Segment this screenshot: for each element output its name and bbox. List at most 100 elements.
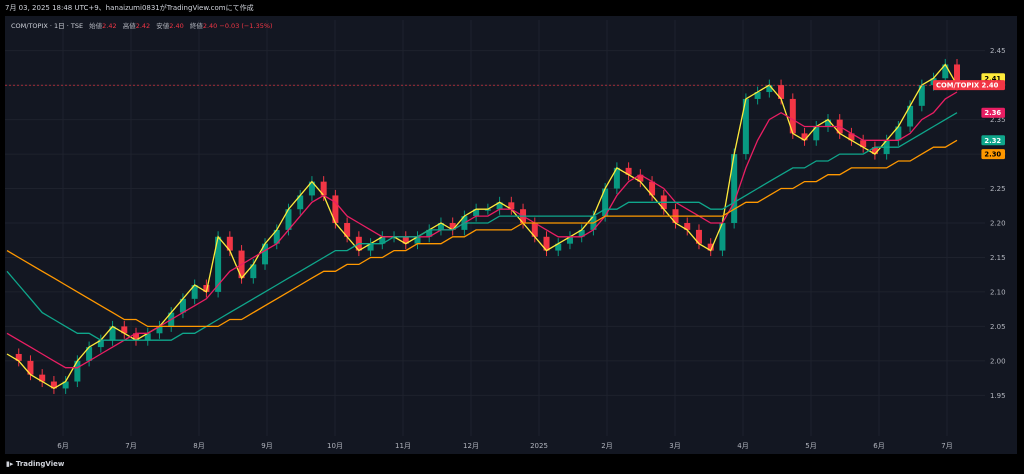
tradingview-logo[interactable]: ▮▸ TradingView <box>6 460 64 468</box>
candle-body <box>473 209 480 217</box>
y-tick-label: 2.05 <box>990 323 1006 331</box>
candle-body <box>332 195 339 223</box>
candle-body <box>156 326 163 334</box>
chart-caption: 7月 03, 2025 18:48 UTC+9、hanaizumi0831がTr… <box>0 0 1024 16</box>
legend-low-value: 2.40 <box>169 22 184 30</box>
candle-body <box>766 85 773 93</box>
candle-body <box>602 188 609 217</box>
x-tick-label: 2月 <box>601 442 612 450</box>
x-tick-label: 12月 <box>463 442 479 450</box>
price-label-text: 2.41 <box>984 75 1001 83</box>
candle-body <box>203 285 210 292</box>
candle-body <box>871 147 878 155</box>
footer-bar: ▮▸ TradingView <box>0 454 1024 474</box>
candle-body <box>496 202 503 210</box>
candle-body <box>684 223 691 230</box>
candle-body <box>308 181 315 196</box>
candle-body <box>531 223 538 237</box>
candle-body <box>649 181 656 196</box>
x-tick-label: 7月 <box>125 442 136 450</box>
y-tick-label: 2.00 <box>990 357 1006 365</box>
candle-body <box>250 264 257 279</box>
candle-body <box>813 126 820 141</box>
legend-high-value: 2.42 <box>135 22 151 30</box>
candle-body <box>918 85 925 106</box>
candle-body <box>74 360 81 382</box>
candle-body <box>15 353 22 361</box>
candle-body <box>555 243 562 251</box>
chart-legend: COM/TOPIX · 1日 · TSE 始値2.42 高値2.42 安値2.4… <box>11 20 273 30</box>
price-label-text: 2.32 <box>984 137 1001 145</box>
price-label-text: 2.30 <box>984 151 1001 159</box>
candle-body <box>133 333 140 341</box>
x-tick-label: 7月 <box>941 442 952 450</box>
price-label-text: COM/TOPIX 2.40 <box>936 82 999 90</box>
candle-body <box>695 229 702 244</box>
y-tick-label: 2.20 <box>990 220 1006 228</box>
candle-body <box>262 243 269 265</box>
candle-body <box>367 243 374 251</box>
candle-body <box>566 236 573 244</box>
candle-body <box>97 340 104 348</box>
legend-high-label: 高値 <box>122 22 136 30</box>
candle-body <box>449 223 456 230</box>
y-tick-label: 2.15 <box>990 254 1006 262</box>
candle-body <box>426 229 433 237</box>
candle-body <box>754 92 761 99</box>
candle-body <box>27 360 34 375</box>
candle-body <box>414 236 421 244</box>
candle-body <box>379 236 386 244</box>
x-tick-label: 6月 <box>873 442 884 450</box>
y-tick-label: 2.10 <box>990 288 1006 296</box>
candle-body <box>848 133 855 141</box>
legend-symbol: COM/TOPIX · 1日 · TSE <box>11 22 84 30</box>
x-tick-label: 6月 <box>57 442 68 450</box>
legend-open-value: 2.42 <box>102 22 117 30</box>
candle-body <box>801 133 808 141</box>
legend-close-label: 終値 <box>189 22 203 30</box>
x-tick-label: 5月 <box>805 442 816 450</box>
moving-average-line <box>6 63 958 390</box>
candle-body <box>707 243 714 251</box>
candle-body <box>297 195 304 210</box>
candle-body <box>273 229 280 244</box>
candle-body <box>226 236 233 251</box>
legend-open-label: 始値 <box>89 22 103 30</box>
candle-body <box>121 326 128 334</box>
legend-change: −0.03 (−1.35%) <box>219 22 273 30</box>
candle-body <box>86 347 93 361</box>
candle-body <box>895 126 902 141</box>
candle-body <box>824 119 831 127</box>
price-label-tag <box>981 149 1005 160</box>
candle-body <box>637 174 644 182</box>
candle-body <box>954 64 960 86</box>
candle-body <box>402 236 409 244</box>
price-label-tag <box>981 135 1005 146</box>
candle-body <box>50 381 57 389</box>
candle-body <box>625 167 632 175</box>
price-label-tag <box>981 107 1005 118</box>
x-tick-label: 3月 <box>669 442 680 450</box>
candle-body <box>62 381 69 389</box>
moving-average-line <box>6 91 958 369</box>
chart-panel[interactable]: 1.95 2.00 2.05 2.10 2.15 2.20 2.25 2.30 2.35 2.40… <box>5 16 1017 454</box>
candle-body <box>543 236 550 251</box>
x-tick-label: 10月 <box>327 442 343 450</box>
candle-body <box>179 298 186 313</box>
candle-body <box>484 209 491 211</box>
y-tick-label: 2.45 <box>990 47 1006 55</box>
y-tick-label: 1.95 <box>990 392 1006 400</box>
tradingview-logo-icon: ▮▸ <box>6 460 14 468</box>
candle-body <box>578 229 585 237</box>
x-tick-label: 2025 <box>530 442 548 450</box>
moving-average-line <box>6 139 958 328</box>
candle-body <box>719 223 726 251</box>
candle-body <box>742 98 749 155</box>
x-tick-label: 8月 <box>193 442 204 450</box>
candle-body <box>39 374 46 382</box>
moving-average-line <box>6 112 958 341</box>
tradingview-logo-text: TradingView <box>15 460 65 468</box>
x-tick-label: 4月 <box>737 442 748 450</box>
price-chart[interactable]: 1.95 2.00 2.05 2.10 2.15 2.20 2.25 2.30 2.35 2.40… <box>5 16 1017 454</box>
candle-body <box>942 64 949 79</box>
